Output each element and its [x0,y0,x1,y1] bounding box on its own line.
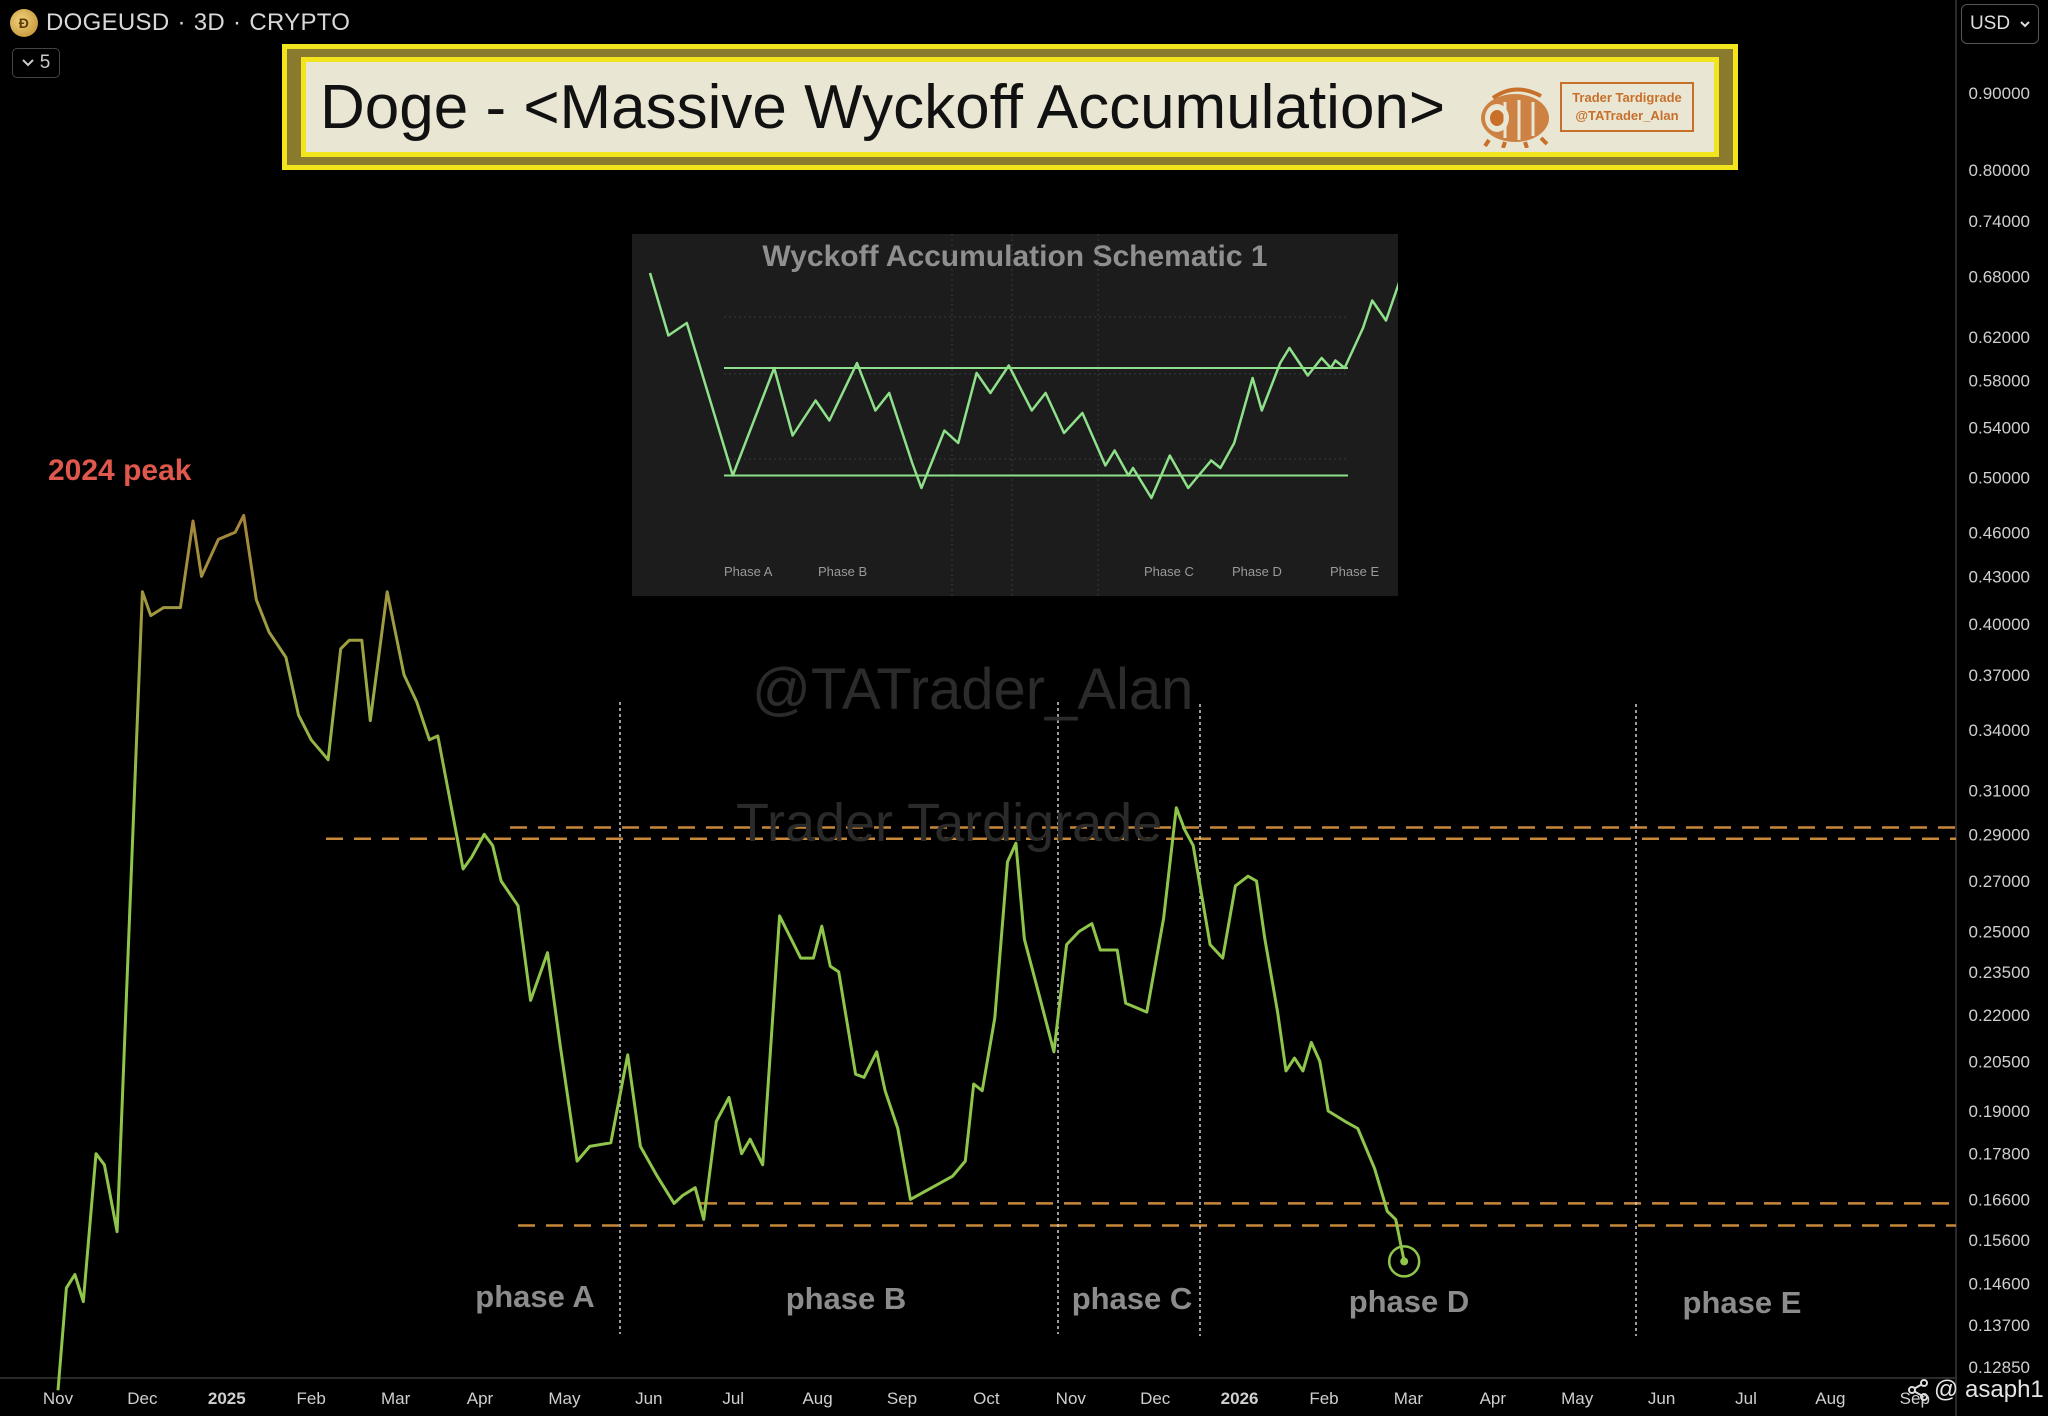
time-tick-label: Dec [1140,1389,1171,1408]
schematic-line [648,272,1398,500]
price-tick-label: 0.12850 [1969,1358,2030,1377]
time-axis[interactable]: Nov Dec 2025 Feb Mar Apr May Jun Jul Aug Sep Oct Nov… [43,1389,1930,1408]
time-tick-label: 2026 [1221,1389,1259,1408]
price-tick-label: 0.31000 [1969,782,2030,801]
time-tick-label: Feb [1309,1389,1338,1408]
phase-label: phase B [786,1281,907,1316]
price-tick-label: 0.23500 [1969,963,2030,982]
support-resistance-lines [326,826,1956,1227]
title-banner: Doge - <Massive Wyckoff Accumulation> Tr… [282,44,1738,170]
price-tick-label: 0.54000 [1969,418,2030,437]
phase-label: phase D [1349,1284,1470,1319]
time-tick-label: Jul [1735,1389,1757,1408]
price-tick-label: 0.43000 [1969,567,2030,586]
price-tick-label: 0.15600 [1969,1231,2030,1250]
time-tick-label: Apr [467,1389,494,1408]
time-tick-label: Sep [887,1389,917,1408]
time-tick-label: Feb [297,1389,326,1408]
time-tick-label: Dec [127,1389,158,1408]
interval-label: 3D [193,9,226,36]
time-tick-label: Nov [43,1389,74,1408]
schematic-phase-label: Phase E [1330,564,1379,579]
doge-coin-icon: Ð [10,9,38,37]
symbol-name: DOGEUSD [46,9,170,36]
currency-selector[interactable]: USD [1961,4,2039,44]
indicator-count: 5 [39,52,51,73]
header-separator-2: · [233,9,242,36]
price-tick-label: 0.46000 [1969,523,2030,542]
tardigrade-logo-icon [1481,87,1549,148]
time-tick-label: Aug [1815,1389,1845,1408]
price-tick-label: 0.27000 [1969,872,2030,891]
author-handle: @TATrader_Alan [1575,108,1679,123]
price-tick-label: 0.74000 [1969,212,2030,231]
price-line [56,513,1406,1391]
price-series [56,513,1421,1391]
price-tick-label: 0.20500 [1969,1052,2030,1071]
price-tick-label: 0.80000 [1969,161,2030,180]
time-tick-label: Mar [381,1389,411,1408]
price-tick-label: 0.62000 [1969,328,2030,347]
time-tick-label: May [548,1389,581,1408]
price-tick-label: 0.25000 [1969,922,2030,941]
peak-label: 2024 peak [48,454,192,487]
time-tick-label: Jun [1648,1389,1675,1408]
banner-title: Doge - <Massive Wyckoff Accumulation> [320,72,1446,142]
price-tick-label: 0.68000 [1969,267,2030,286]
author-credit[interactable]: @ asaph1 [1906,1376,2044,1404]
schematic-chart: Phase A Phase B Phase C Phase D Phase E [648,234,1398,596]
header-separator-1: · [177,9,186,36]
time-tick-label: Mar [1394,1389,1424,1408]
market-label: CRYPTO [249,9,351,36]
symbol-header[interactable]: Ð DOGEUSD · 3D · CRYPTO [10,6,350,40]
price-tick-label: 0.14600 [1969,1274,2030,1293]
phase-label: phase C [1072,1281,1193,1316]
price-tick-label: 0.17800 [1969,1145,2030,1164]
price-tick-label: 0.37000 [1969,666,2030,685]
price-tick-label: 0.13700 [1969,1316,2030,1335]
time-tick-label: Aug [802,1389,832,1408]
indicators-collapse-button[interactable]: 5 [12,48,60,78]
chevron-down-icon [21,59,34,67]
wyckoff-schematic: Wyckoff Accumulation Schematic 1 Phase A… [632,234,1398,596]
title-banner-inner: Doge - <Massive Wyckoff Accumulation> Tr… [301,57,1719,157]
time-tick-label: May [1561,1389,1594,1408]
price-tick-label: 0.22000 [1969,1006,2030,1025]
chevron-down-icon [2020,20,2030,27]
phase-label: phase A [475,1279,594,1314]
time-tick-label: Jun [635,1389,662,1408]
price-tick-label: 0.34000 [1969,721,2030,740]
time-tick-label: Jul [722,1389,744,1408]
phase-labels: phase A phase B phase C phase D phase E [475,1279,1801,1320]
price-tick-label: 0.40000 [1969,615,2030,634]
price-marker-dot [1400,1257,1409,1266]
time-tick-label: 2025 [208,1389,246,1408]
author-name: Trader Tardigrade [1572,90,1682,105]
author-stamp: Trader Tardigrade @TATrader_Alan [1560,82,1694,132]
phase-label: phase E [1683,1285,1802,1320]
price-marker-ring [1387,1245,1421,1278]
schematic-phase-label: Phase B [818,564,867,579]
time-tick-label: Apr [1480,1389,1507,1408]
price-tick-label: 0.29000 [1969,825,2030,844]
schematic-title: Wyckoff Accumulation Schematic 1 [762,240,1268,273]
schematic-phase-label: Phase D [1232,564,1282,579]
currency-label: USD [1969,13,2011,34]
schematic-phase-label: Phase C [1144,564,1194,579]
schematic-phase-label: Phase A [724,564,773,579]
credit-label: @ asaph1 [1934,1376,2044,1403]
price-tick-label: 0.50000 [1969,469,2030,488]
watermark-name: Trader Tardigrade [736,793,1163,853]
price-axis[interactable]: 0.90000 0.80000 0.74000 0.68000 0.62000 0.580… [1969,84,2030,1377]
time-tick-label: Nov [1056,1389,1087,1408]
network-icon [1908,1379,1928,1401]
price-tick-label: 0.90000 [1969,84,2030,103]
price-tick-label: 0.58000 [1969,372,2030,391]
price-tick-label: 0.16600 [1969,1190,2030,1209]
price-tick-label: 0.19000 [1969,1102,2030,1121]
time-tick-label: Oct [973,1389,1000,1408]
watermark-handle: @TATrader_Alan [752,657,1194,722]
